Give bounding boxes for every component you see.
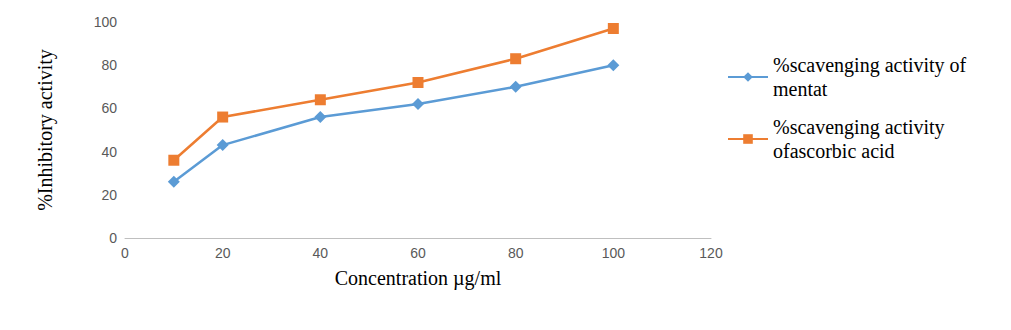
svg-text:100: 100 xyxy=(94,14,118,30)
svg-text:0: 0 xyxy=(121,245,129,261)
svg-text:20: 20 xyxy=(215,245,231,261)
svg-text:120: 120 xyxy=(699,245,723,261)
svg-text:%Inhibitory activity: %Inhibitory activity xyxy=(34,49,57,211)
svg-text:80: 80 xyxy=(508,245,524,261)
svg-text:80: 80 xyxy=(101,57,117,73)
svg-text:%scavenging activity: %scavenging activity xyxy=(773,116,950,139)
svg-text:0: 0 xyxy=(109,230,117,246)
svg-text:60: 60 xyxy=(410,245,426,261)
svg-text:ofascorbic acid: ofascorbic acid xyxy=(773,140,895,162)
svg-text:60: 60 xyxy=(101,100,117,116)
svg-text:100: 100 xyxy=(602,245,626,261)
svg-text:%scavenging activity of: %scavenging activity of xyxy=(773,54,971,77)
svg-text:40: 40 xyxy=(101,144,117,160)
svg-text:40: 40 xyxy=(313,245,329,261)
svg-text:Concentration µg/ml: Concentration µg/ml xyxy=(335,267,502,290)
svg-text:mentat: mentat xyxy=(773,78,828,100)
svg-text:20: 20 xyxy=(101,187,117,203)
